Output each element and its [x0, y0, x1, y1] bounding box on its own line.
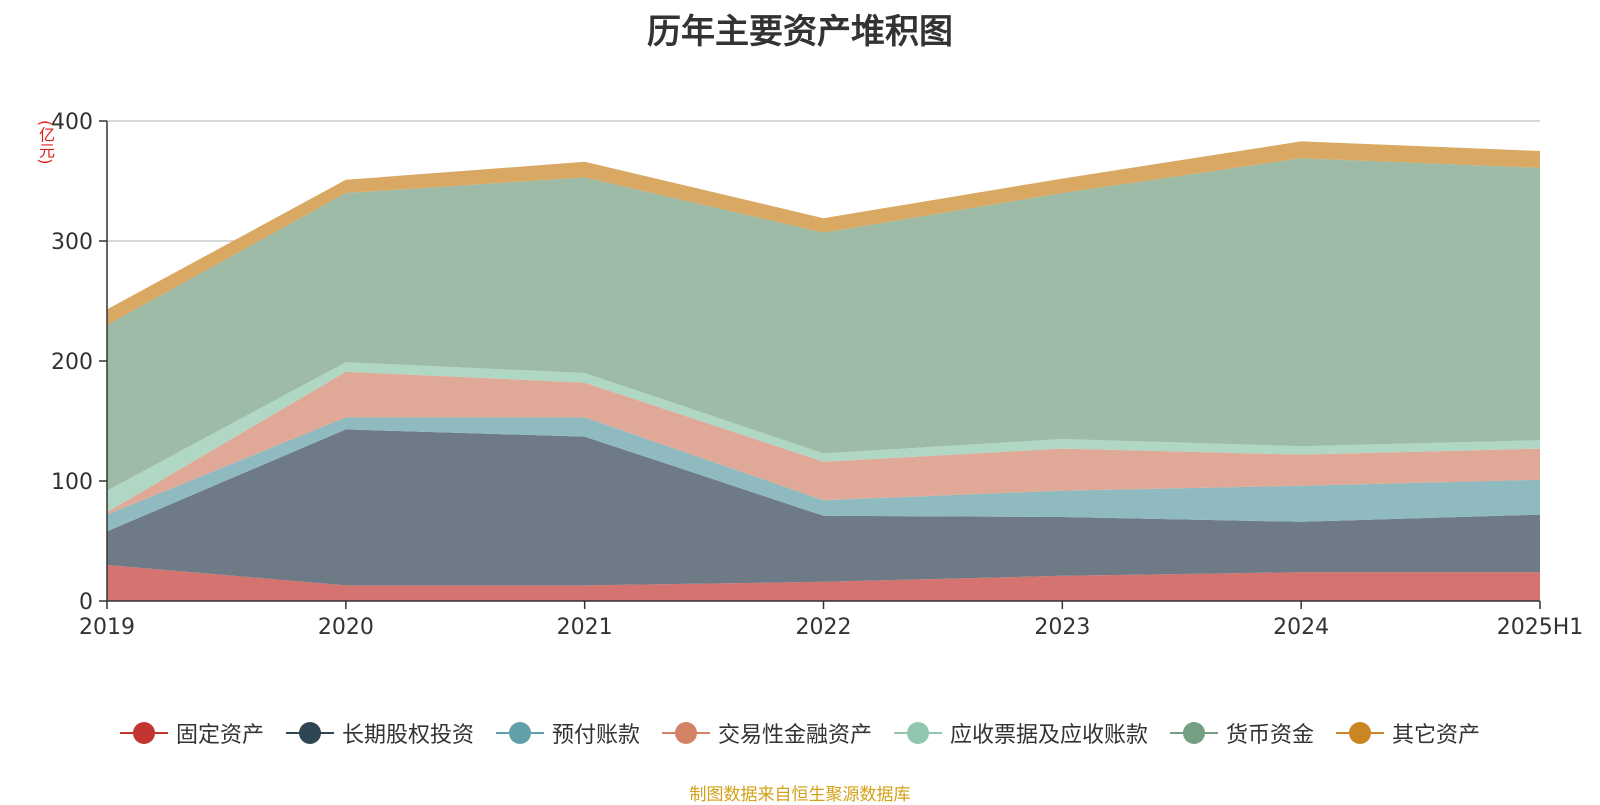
chart-legend: 固定资产 长期股权投资 预付账款 交易性金融资产 应收票据及应收账款 货币资金 其它资产 — [0, 717, 1600, 749]
area-series-layer — [107, 141, 1540, 601]
axis-tick-labels: 0 100 200 300 400 2019 2020 2021 2022 2023 2024 202… — [51, 110, 1583, 640]
area-series-2 — [107, 417, 1540, 532]
y-tick-label: 200 — [51, 350, 93, 375]
area-series-1 — [107, 429, 1540, 586]
legend-marker-icon — [1170, 721, 1219, 745]
y-tick-label: 400 — [51, 110, 93, 135]
chart-title: 历年主要资产堆积图 — [647, 12, 953, 52]
area-series-5 — [107, 158, 1540, 491]
legend-label: 长期股权投资 — [341, 723, 474, 748]
data-source-note: 制图数据来自恒生聚源数据库 — [689, 785, 911, 805]
legend-item[interactable]: 货币资金 — [1170, 717, 1314, 749]
legend-item[interactable]: 预付账款 — [495, 717, 640, 749]
legend-label: 预付账款 — [551, 723, 640, 748]
x-tick-label: 2020 — [318, 615, 374, 640]
y-tick-label: 300 — [51, 230, 93, 255]
x-tick-label: 2025H1 — [1497, 615, 1584, 640]
legend-label: 固定资产 — [175, 723, 264, 748]
y-tick-label: 100 — [51, 470, 93, 495]
legend-label: 货币资金 — [1226, 723, 1315, 748]
legend-marker-icon — [119, 721, 168, 745]
legend-item[interactable]: 应收票据及应收账款 — [894, 717, 1148, 749]
legend-marker-icon — [495, 721, 544, 745]
x-tick-label: 2022 — [796, 615, 852, 640]
legend-item[interactable]: 固定资产 — [119, 717, 264, 749]
legend-item[interactable]: 交易性金融资产 — [661, 717, 872, 749]
y-axis-unit-label: (亿元) — [36, 120, 55, 165]
legend-marker-icon — [894, 721, 942, 745]
legend-marker-icon — [1336, 721, 1385, 745]
area-series-6 — [107, 141, 1540, 325]
legend-marker-icon — [661, 721, 710, 745]
x-tick-label: 2019 — [79, 615, 135, 640]
legend-marker-icon — [285, 721, 334, 745]
x-tick-label: 2021 — [557, 615, 613, 640]
x-tick-label: 2023 — [1034, 615, 1090, 640]
legend-label: 交易性金融资产 — [717, 723, 872, 748]
legend-item[interactable]: 其它资产 — [1336, 717, 1480, 749]
legend-label: 其它资产 — [1392, 723, 1481, 748]
area-series-3 — [107, 371, 1540, 515]
y-tick-label: 0 — [79, 590, 93, 615]
x-tick-label: 2024 — [1273, 615, 1329, 640]
legend-label: 应收票据及应收账款 — [950, 723, 1149, 748]
legend-item[interactable]: 长期股权投资 — [285, 717, 474, 749]
axes — [99, 120, 1541, 609]
